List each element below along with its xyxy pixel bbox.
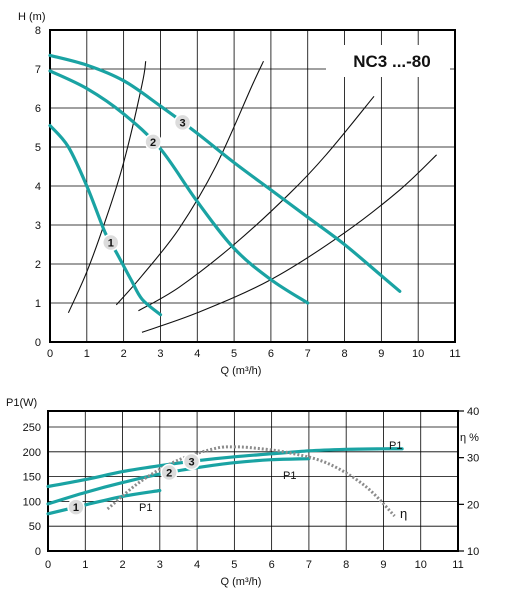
head-x-tick: 2 [121,348,127,360]
title-box [326,45,450,77]
head-x-tick: 8 [341,348,347,360]
svg-text:1: 1 [73,502,79,514]
system-curves [67,60,437,333]
head-curve-2 [48,69,310,305]
power-x-tick: 7 [306,559,312,571]
power-x-tick: 2 [119,559,125,571]
head-y-tick-labels: 0 1 2 3 4 5 6 7 8 [35,25,41,349]
head-y-tick: 8 [35,25,41,37]
power-curve-3 [46,447,404,489]
power-x-tick: 3 [157,559,163,571]
head-curve-marker-1: 1 [102,233,120,252]
system-curve-3 [138,95,375,312]
power-y-tick: 50 [29,521,41,533]
power-curve-markers: 1 2 3 [67,452,201,516]
head-x-axis-label: Q (m³/h) [221,365,262,377]
efficiency-y-axis-label: η % [460,432,479,444]
power-x-tick: 10 [415,559,427,571]
head-curve-marker-2: 2 [144,133,162,151]
efficiency-y-tick: 30 [467,453,479,465]
power-curves [46,445,404,518]
efficiency-y-tick: 10 [467,546,479,558]
head-y-tick: 3 [35,220,41,232]
head-chart-grid [50,30,455,342]
power-x-tick: 1 [82,559,88,571]
head-y-tick: 7 [35,64,41,76]
efficiency-y-tick: 20 [467,499,479,511]
power-x-tick: 0 [45,559,51,571]
head-x-tick: 11 [449,348,460,360]
power-curve-marker-2: 2 [160,463,178,482]
power-curve-2 [46,457,311,506]
head-curve-markers: 1 2 3 [102,113,192,252]
power-y-tick: 100 [23,496,41,508]
head-x-tick: 7 [305,348,311,360]
power-y-tick: 250 [23,422,41,434]
head-x-tick: 1 [84,348,90,360]
efficiency-y-tick: 40 [467,406,479,418]
power-x-tick-labels: 0 1 2 3 4 5 6 7 8 9 10 11 [45,559,464,571]
head-y-tick: 1 [35,298,41,310]
head-x-tick: 6 [268,348,274,360]
head-curve-marker-3: 3 [173,113,192,132]
power-x-tick: 6 [269,559,275,571]
power-y-tick-labels: 0 50 100 150 200 250 [23,422,41,558]
head-y-tick: 4 [35,181,41,193]
head-x-tick: 4 [194,348,200,360]
head-x-tick-labels: 0 1 2 3 4 5 6 7 8 9 10 11 [47,348,461,360]
power-y-tick: 150 [23,472,41,484]
p1-label-curve-1: P1 [139,502,152,514]
chart-title: NC3 ...-80 [353,52,430,71]
power-chart-frame [47,410,459,552]
system-curve-2 [115,60,264,306]
head-x-tick: 10 [412,348,424,360]
head-x-tick: 9 [378,348,384,360]
head-y-tick: 6 [35,103,41,115]
eta-curve-label: η [400,506,407,521]
svg-text:3: 3 [179,117,185,129]
power-chart-grid [48,411,458,551]
power-x-tick: 11 [452,559,463,571]
power-curve-marker-3: 3 [182,452,201,471]
power-curve-marker-1: 1 [67,498,85,516]
head-x-tick: 5 [231,348,237,360]
power-y-tick: 200 [23,447,41,459]
power-x-tick: 8 [343,559,349,571]
system-curve-4 [141,154,437,333]
power-x-tick: 5 [231,559,237,571]
power-curve-1 [46,488,162,516]
power-x-axis-label: Q (m³/h) [221,576,262,588]
head-curve-3 [48,53,402,293]
power-efficiency-chart: 1 2 3 0 1 2 3 4 5 6 7 8 9 10 11 0 50 100 150 200 250 10 20 3… [6,397,479,588]
power-y-axis-label: P1(W) [6,397,37,409]
svg-text:2: 2 [166,468,172,480]
head-y-tick: 5 [35,142,41,154]
head-x-tick: 0 [47,348,53,360]
efficiency-y-tick-labels: 10 20 30 40 [458,406,479,558]
svg-text:2: 2 [150,137,156,149]
system-curve-1 [67,61,147,314]
head-y-tick: 0 [35,337,41,349]
power-x-tick: 4 [194,559,200,571]
power-y-tick: 0 [35,546,41,558]
p1-label-curve-2: P1 [283,470,296,482]
head-x-tick: 3 [157,348,163,360]
p1-label-curve-3: P1 [389,440,402,452]
svg-text:3: 3 [188,456,194,468]
svg-text:1: 1 [108,238,114,250]
efficiency-curve [106,445,396,518]
head-y-tick: 2 [35,259,41,271]
head-y-axis-label: H (m) [18,11,46,23]
power-x-tick: 9 [380,559,386,571]
